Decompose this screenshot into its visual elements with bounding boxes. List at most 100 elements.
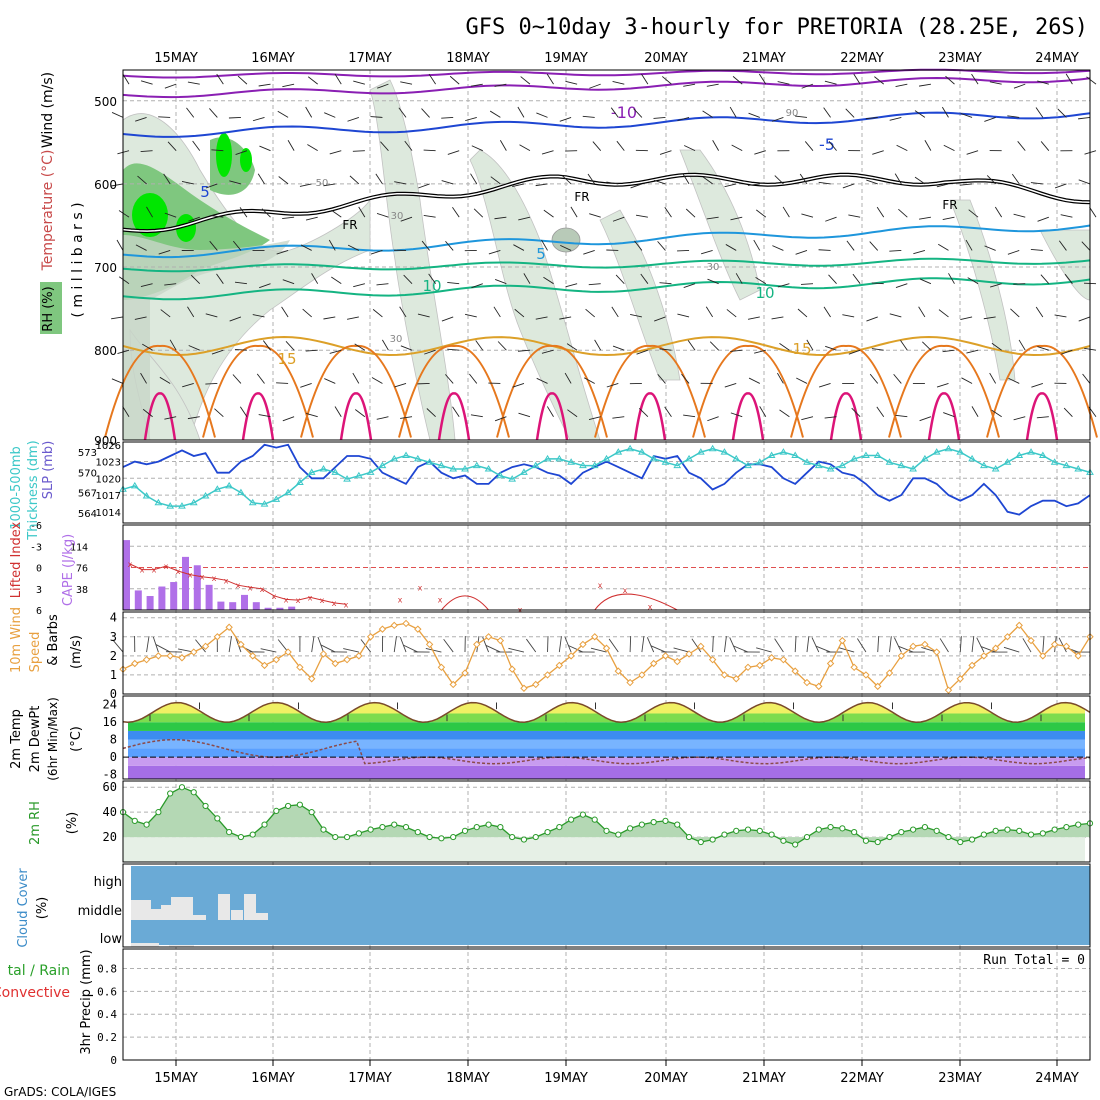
upper-wind-barb [513, 244, 525, 251]
thickness-marker [331, 468, 340, 475]
temp2m-ytick: 0 [110, 750, 117, 764]
rh-shade-saturated [240, 148, 252, 172]
wind10-marker [767, 654, 776, 662]
upper-wind-barb [754, 349, 766, 354]
wind10-barb [228, 636, 232, 653]
isotherm-minus10 [122, 76, 1091, 99]
temp-band [128, 722, 1085, 731]
rh2m-marker [450, 833, 457, 841]
upper-wind-barb [229, 180, 242, 185]
thickness-marker [319, 465, 328, 472]
upper-wind-barb [895, 414, 908, 418]
thickness-ytick: 567 [78, 489, 97, 500]
dewpoint2m-line [122, 738, 1091, 765]
rh2m-marker [155, 809, 162, 816]
upper-wind-barb [346, 316, 359, 320]
slp-ytick: 1020 [96, 474, 121, 485]
thickness-line [122, 448, 1091, 507]
upper-wind-barb [353, 80, 365, 85]
upper-wind-barb [329, 349, 342, 354]
cloud-block [193, 915, 206, 920]
upper-wind-barb [517, 106, 525, 118]
upper-wind-barb [968, 209, 979, 218]
rh2m-marker [296, 801, 303, 808]
upper-wind-barb [311, 273, 319, 284]
upper-wind-barb [209, 240, 218, 251]
rh2m-marker [178, 784, 186, 791]
thickness-marker [354, 471, 363, 479]
contour-label-t10a: 10 [422, 277, 441, 295]
wind10-barb [893, 637, 902, 653]
thickness-marker [142, 492, 151, 499]
rh2m-marker [674, 821, 681, 828]
upper-wind-barb [140, 150, 153, 152]
upper-wind-barb [216, 73, 224, 85]
upper-wind-barb [777, 81, 790, 85]
cloud-level-label: middle [78, 904, 122, 919]
date-label-top: 19MAY [544, 51, 588, 66]
upper-wind-barb [142, 343, 153, 351]
upper-wind-barb [354, 343, 366, 351]
axis-labels: 15MAY 15MAY 16MAY 16MAY 17MAY 17MAY 18MAY 18MAY… [0, 51, 1079, 1086]
upper-wind-barb [520, 76, 531, 85]
thickness-marker [520, 468, 528, 475]
upper-wind-barb [828, 274, 837, 284]
upper-wind-barb [1007, 115, 1020, 118]
lifted-index-marker: x [648, 602, 653, 611]
cloud-background [131, 866, 1090, 945]
wind10-barb [712, 636, 714, 653]
wind10-marker [331, 659, 339, 668]
thickness-marker [744, 461, 752, 469]
upper-wind-barb [594, 339, 602, 351]
upper-wind-barb [990, 283, 1002, 288]
upper-wind-barb [937, 243, 949, 251]
upper-wind-barb [677, 313, 690, 318]
thickness-marker [956, 448, 965, 455]
upper-wind-barb [541, 150, 554, 155]
upper-wind-barb [331, 276, 342, 285]
upper-wind-barb [971, 406, 979, 417]
thickness-marker [1038, 451, 1047, 458]
temp2m-ytick: -8 [103, 768, 117, 782]
lifted-index-marker: x [200, 573, 205, 582]
rh2m-marker [933, 827, 940, 834]
upper-wind-barb [566, 343, 578, 351]
upper-wind-barb [489, 110, 501, 118]
y-axis-label: & Barbs [46, 614, 61, 666]
thickness-marker [531, 461, 540, 469]
upper-wind-barb [806, 339, 814, 351]
date-label-bottom: 18MAY [446, 1071, 490, 1086]
upper-wind-barb [918, 306, 926, 318]
wind10-marker [284, 648, 292, 656]
upper-wind-barb [465, 116, 477, 122]
wind10-barb [980, 645, 996, 653]
date-label-top: 21MAY [742, 51, 786, 66]
li-ytick: 0 [36, 564, 42, 575]
upper-wind-barb [753, 239, 761, 251]
wind10-barb [277, 639, 289, 653]
thickness-marker [932, 448, 941, 455]
upper-wind-barb [1011, 173, 1020, 185]
y-axis-label: Wind (m/s) [40, 72, 56, 148]
upper-wind-barb [777, 372, 784, 384]
lifted-index-marker: x [128, 560, 133, 569]
precip-ytick: 0 [110, 1054, 117, 1067]
cloud-block [231, 910, 243, 920]
upper-wind-barb [1040, 274, 1050, 284]
upper-wind-barb [488, 249, 501, 255]
upper-wind-barb [493, 306, 501, 318]
wind10-barb [733, 645, 749, 653]
wind10-marker [685, 650, 693, 658]
rh2m-marker [544, 828, 551, 836]
wind10-marker [815, 682, 823, 691]
lifted-index-marker: x [272, 592, 277, 601]
upper-wind-barb [896, 144, 908, 152]
upper-wind-barb [307, 76, 318, 85]
wind10-barb [646, 637, 655, 653]
cloud-block [131, 943, 159, 947]
wind10-marker [131, 659, 139, 668]
rh2m-ytick: 20 [103, 830, 117, 844]
rh-shade-saturated [132, 193, 168, 237]
wind10-marker [744, 663, 752, 672]
isotherm-15 [122, 335, 1091, 357]
